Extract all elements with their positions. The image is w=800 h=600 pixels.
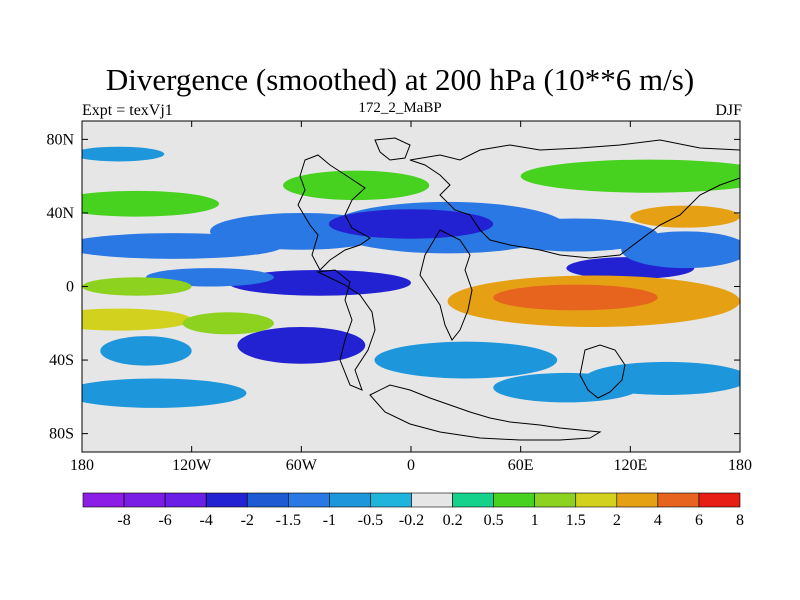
field-region-7 bbox=[228, 269, 411, 296]
colorbar-swatch-11 bbox=[534, 492, 577, 508]
coast-africa bbox=[419, 229, 473, 341]
colorbar-swatch-13 bbox=[616, 492, 659, 508]
x-tick-label-2: 60W bbox=[286, 457, 318, 474]
x-tick-label-6: 180 bbox=[728, 457, 752, 474]
x-tick-label-5: 120E bbox=[613, 457, 647, 474]
colorbar-label-14: 6 bbox=[695, 512, 703, 529]
field-region-14 bbox=[82, 378, 247, 408]
y-tick-label-2: 0 bbox=[66, 279, 74, 296]
colorbar-swatch-2 bbox=[164, 492, 207, 508]
colorbar-swatch-0 bbox=[82, 492, 125, 508]
field-region-19 bbox=[630, 205, 740, 228]
field-region-16 bbox=[82, 190, 220, 217]
coast-eurasia bbox=[409, 139, 740, 259]
colorbar-swatch-10 bbox=[493, 492, 535, 508]
field-region-22 bbox=[182, 312, 274, 335]
colorbar-swatch-1 bbox=[123, 492, 166, 508]
colorbar-swatch-12 bbox=[575, 492, 618, 508]
colorbar-label-15: 8 bbox=[736, 512, 744, 529]
x-tick-label-4: 60E bbox=[508, 457, 534, 474]
colorbar-label-2: -4 bbox=[200, 512, 213, 529]
colorbar-swatch-14 bbox=[657, 492, 700, 508]
colorbar-label-6: -0.5 bbox=[358, 512, 383, 529]
field-region-9 bbox=[237, 326, 366, 364]
chart-title: Divergence (smoothed) at 200 hPa (10**6 … bbox=[105, 62, 695, 97]
colorbar-swatch-4 bbox=[246, 492, 289, 508]
colorbar-label-10: 1 bbox=[531, 512, 539, 529]
colorbar-label-4: -1.5 bbox=[276, 512, 301, 529]
field-region-6 bbox=[621, 231, 740, 269]
continent-outlines bbox=[297, 137, 740, 441]
coast-south-america bbox=[316, 269, 376, 391]
colorbar-swatch-8 bbox=[411, 492, 453, 508]
colorbar-label-7: -0.2 bbox=[399, 512, 424, 529]
colorbar-swatch-7 bbox=[370, 492, 412, 508]
field-region-20 bbox=[82, 277, 192, 296]
field-region-4 bbox=[493, 218, 658, 252]
colorbar-label-12: 2 bbox=[613, 512, 621, 529]
colorbar-label-1: -6 bbox=[158, 512, 171, 529]
y-tick-label-3: 40S bbox=[49, 352, 74, 369]
field-region-21 bbox=[82, 308, 192, 331]
colorbar-label-8: 0.2 bbox=[443, 512, 463, 529]
colorbar-swatch-3 bbox=[205, 492, 248, 508]
coast-australia bbox=[579, 344, 626, 399]
colorbar-swatch-6 bbox=[329, 492, 371, 508]
field-region-24 bbox=[493, 284, 658, 311]
colorbar-swatch-15 bbox=[698, 492, 741, 508]
field-region-10 bbox=[100, 336, 192, 366]
field-region-11 bbox=[374, 341, 558, 379]
x-tick-label-3: 0 bbox=[407, 457, 415, 474]
coast-north-america bbox=[297, 154, 371, 271]
x-tick-label-0: 180 bbox=[70, 457, 94, 474]
colorbar-label-5: -1 bbox=[323, 512, 336, 529]
season-label: DJF bbox=[715, 102, 742, 119]
colorbar-label-3: -2 bbox=[241, 512, 254, 529]
colorbar-swatch-9 bbox=[452, 492, 494, 508]
experiment-label: Expt = texVj1 bbox=[82, 102, 173, 119]
field-region-17 bbox=[283, 170, 430, 201]
y-tick-label-1: 40N bbox=[46, 205, 74, 222]
field-region-18 bbox=[520, 159, 740, 193]
y-tick-label-0: 80N bbox=[46, 131, 74, 148]
colorbar-label-11: 1.5 bbox=[566, 512, 586, 529]
field-region-15 bbox=[82, 146, 165, 162]
field-region-13 bbox=[584, 361, 740, 395]
x-tick-label-1: 120W bbox=[172, 457, 212, 474]
coast-antarctica bbox=[369, 384, 602, 441]
colorbar-label-9: 0.5 bbox=[484, 512, 504, 529]
field-region-3 bbox=[328, 209, 494, 239]
colorbar-label-0: -8 bbox=[117, 512, 130, 529]
coast-greenland bbox=[374, 137, 411, 161]
colorbar-label-13: 4 bbox=[654, 512, 662, 529]
colorbar-swatch-5 bbox=[288, 492, 330, 508]
run-label: 172_2_MaBP bbox=[358, 100, 442, 116]
y-tick-label-4: 80S bbox=[49, 426, 74, 443]
